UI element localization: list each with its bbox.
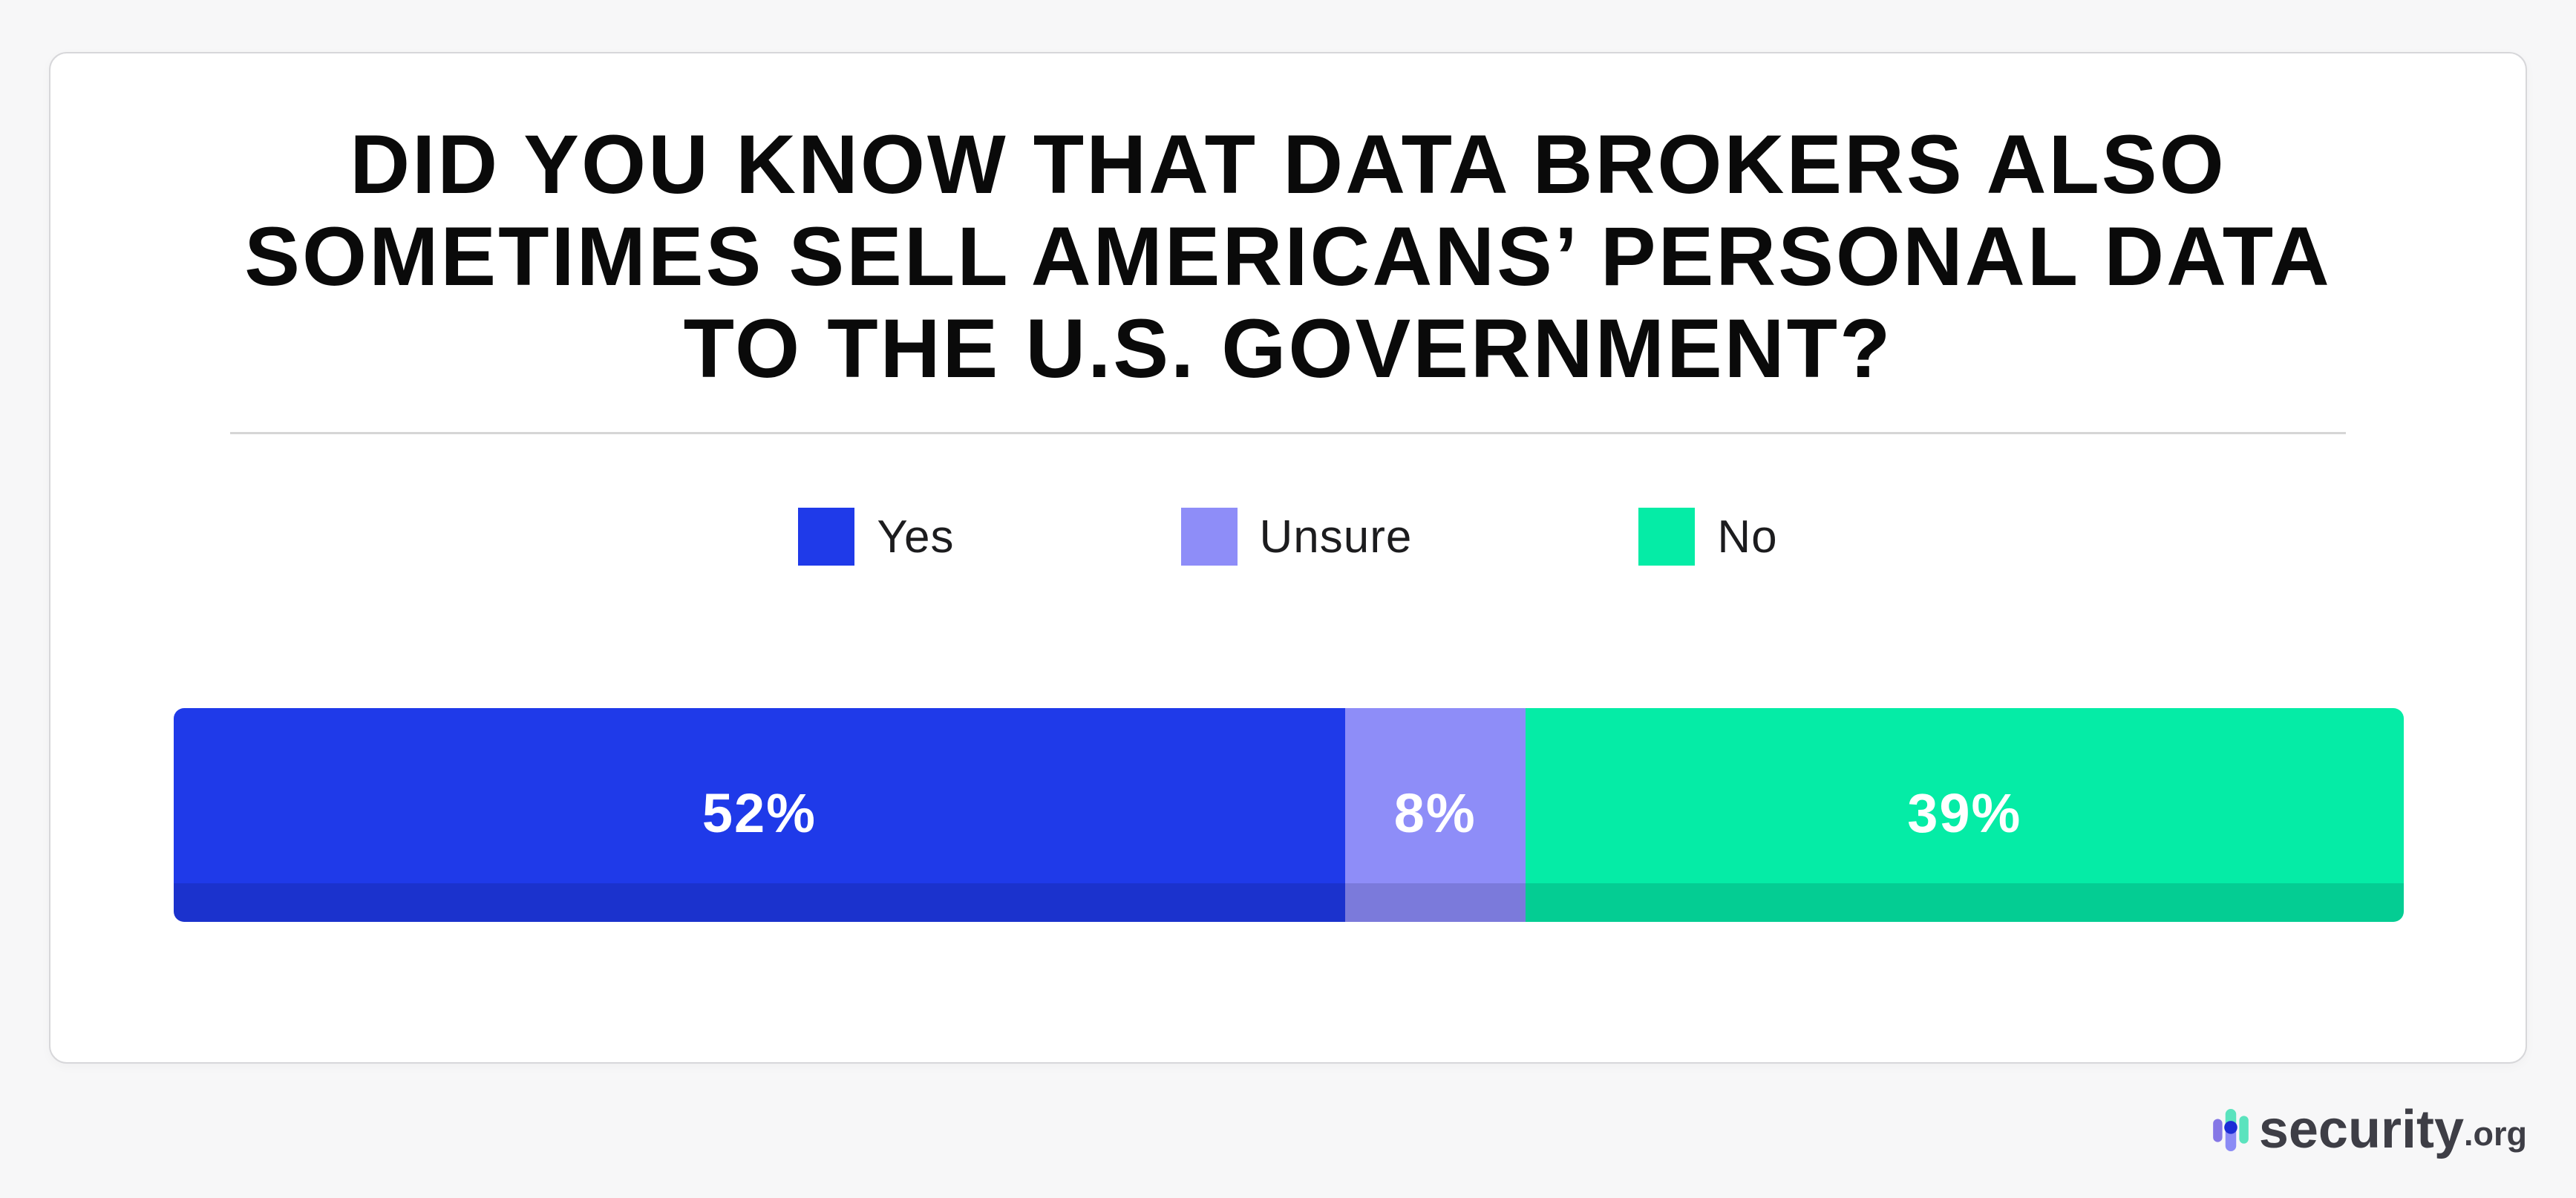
bar-segment-no: 39%	[1525, 708, 2404, 922]
legend-label-unsure: Unsure	[1259, 511, 1413, 563]
chart-title-line-2: SOMETIMES SELL AMERICANS’ PERSONAL DATA	[244, 210, 2332, 303]
legend-item-no: No	[1638, 508, 1777, 566]
legend-item-unsure: Unsure	[1180, 508, 1413, 566]
security-org-logo-icon	[2213, 1108, 2249, 1151]
chart-title: DID YOU KNOW THAT DATA BROKERS ALSO SOME…	[50, 119, 2526, 395]
chart-title-line-3: TO THE U.S. GOVERNMENT?	[683, 302, 1893, 395]
bar-segment-yes: 52%	[174, 708, 1345, 922]
bar-segment-unsure: 8%	[1344, 708, 1526, 922]
stacked-bar: 52% 8% 39%	[174, 708, 2404, 922]
legend-swatch-no	[1638, 508, 1696, 566]
legend-label-yes: Yes	[877, 511, 955, 563]
chart-card: DID YOU KNOW THAT DATA BROKERS ALSO SOME…	[49, 52, 2527, 1064]
chart-title-line-1: DID YOU KNOW THAT DATA BROKERS ALSO	[350, 118, 2226, 211]
bar-value-unsure: 8%	[1393, 782, 1477, 844]
bar-value-yes: 52%	[702, 782, 817, 844]
legend-swatch-yes	[798, 508, 855, 566]
title-divider	[230, 432, 2346, 434]
chart-legend: Yes Unsure No	[50, 508, 2526, 566]
brand-suffix: .org	[2464, 1115, 2527, 1153]
legend-item-yes: Yes	[798, 508, 954, 566]
brand-name: security	[2258, 1100, 2464, 1159]
legend-swatch-unsure	[1180, 508, 1238, 566]
legend-label-no: No	[1717, 511, 1778, 563]
bar-value-no: 39%	[1907, 782, 2022, 844]
security-org-logo: security .org	[2213, 1103, 2527, 1156]
